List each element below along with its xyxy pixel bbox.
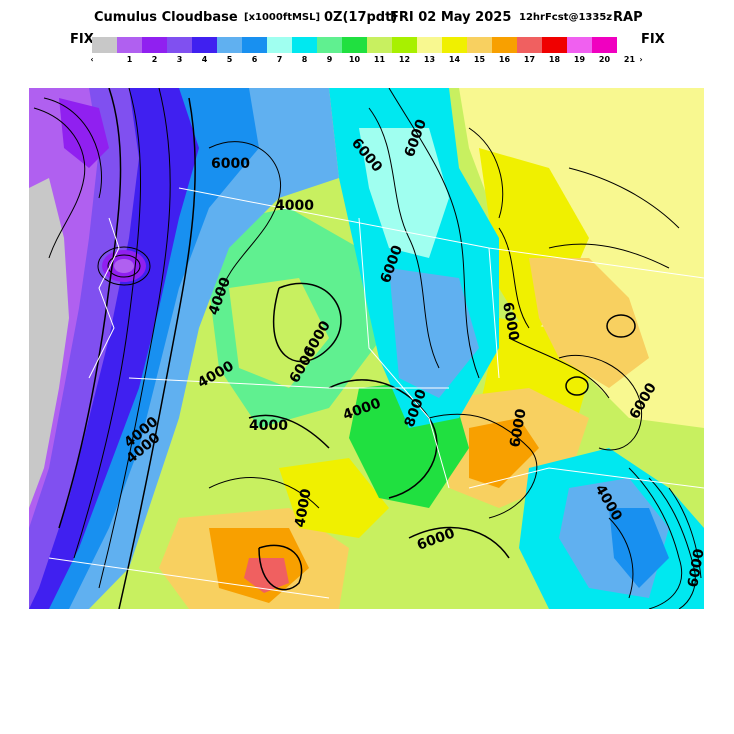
- colorbar-swatch: [417, 37, 442, 53]
- contour-lines: [33, 88, 702, 609]
- region-lime-interior: [229, 278, 329, 388]
- region-grey-ocean: [29, 178, 69, 508]
- colorbar-swatch: [167, 37, 192, 53]
- colorbar-greater-than-icon: ›: [639, 55, 643, 64]
- contour-label: 6000: [685, 547, 704, 588]
- colorbar-swatch: [192, 37, 217, 53]
- colorbar-swatch: [242, 37, 267, 53]
- contour-label: 4000: [275, 198, 314, 214]
- colorbar-tick-label: 11: [373, 55, 386, 64]
- cloudbase-map: 6000 6000 6000 4000 4000 4000 6000 6000 …: [29, 88, 704, 609]
- title-valid-date: FRI 02 May 2025: [390, 10, 512, 25]
- region-orange-core: [469, 418, 539, 488]
- colorbar-tick-label: 15: [473, 55, 486, 64]
- colorbar-tick-label: 8: [301, 55, 308, 64]
- chart-title: Cumulus Cloudbase [x1000ftMSL] 0Z(17pdt)…: [0, 8, 734, 28]
- title-main: Cumulus Cloudbase: [94, 10, 238, 25]
- region-red-sw: [244, 558, 289, 593]
- colorbar-tick-label: 10: [348, 55, 361, 64]
- contour-label: 6000: [507, 407, 530, 448]
- colorbar-swatch: [442, 37, 467, 53]
- colorbar-swatch: [117, 37, 142, 53]
- colorbar-tick-label: 19: [573, 55, 586, 64]
- contour-label: 4000: [292, 487, 315, 528]
- colorbar-swatch: [567, 37, 592, 53]
- region-cyan-light: [359, 128, 449, 258]
- colorbar-swatch: [492, 37, 517, 53]
- colorbar-tick-label: 14: [448, 55, 461, 64]
- colorbar-tick-label: 2: [151, 55, 158, 64]
- colorbar-tick-label: 5: [226, 55, 233, 64]
- contour-label: 6000: [211, 156, 250, 172]
- region-purple-low-core: [114, 259, 134, 273]
- colorbar-tick-label: 6: [251, 55, 258, 64]
- colorbar-swatch: [92, 37, 117, 53]
- colorbar-tick-label: 18: [548, 55, 561, 64]
- colorbar-swatch: [367, 37, 392, 53]
- colorbar-swatch: [517, 37, 542, 53]
- colorbar-tick-label: 20: [598, 55, 611, 64]
- colorbar-tick-label: 9: [326, 55, 333, 64]
- region-purple-nw: [59, 98, 109, 168]
- colorbar-tick-label: 16: [498, 55, 511, 64]
- colorbar-tick-label: 3: [176, 55, 183, 64]
- title-run-time: 0Z(17pdt): [324, 10, 398, 25]
- colorbar-swatch: [317, 37, 342, 53]
- colorbar-swatch: [542, 37, 567, 53]
- colorbar-tick-label: 17: [523, 55, 536, 64]
- colorbar-tick-label: 21: [623, 55, 636, 64]
- region-orange-east: [529, 258, 649, 388]
- colorbar-tick-label: 7: [276, 55, 283, 64]
- colorbar-tick-label: 13: [423, 55, 436, 64]
- colorbar: [92, 37, 617, 53]
- state-borders: [48, 187, 704, 599]
- region-yellow-sw: [279, 458, 389, 538]
- colorbar-swatch: [342, 37, 367, 53]
- colorbar-swatch: [292, 37, 317, 53]
- title-units: [x1000ftMSL]: [244, 12, 321, 23]
- colorbar-tick-label: 12: [398, 55, 411, 64]
- title-forecast-hour: 12hrFcst@1335z: [519, 12, 613, 23]
- colorbar-swatch: [267, 37, 292, 53]
- colorbar-fix-right: FIX: [641, 32, 665, 47]
- colorbar-swatch: [217, 37, 242, 53]
- title-model: RAP: [613, 10, 643, 25]
- colorbar-ticks: ‹ › 1 2 3 4 5 6 7 8 9 10 11 12 13 14 15 16 17 18 19 20 21: [80, 55, 650, 65]
- contour-label: 4000: [249, 418, 288, 434]
- colorbar-fix-left: FIX: [70, 32, 94, 47]
- colorbar-tick-label: 1: [126, 55, 133, 64]
- colorbar-less-than-icon: ‹: [90, 55, 94, 64]
- region-blue-corridor: [389, 268, 479, 398]
- colorbar-swatch: [467, 37, 492, 53]
- colorbar-swatch: [392, 37, 417, 53]
- colorbar-tick-label: 4: [201, 55, 208, 64]
- colorbar-swatch: [592, 37, 617, 53]
- colorbar-swatch: [142, 37, 167, 53]
- map-canvas: 6000 6000 6000 4000 4000 4000 6000 6000 …: [29, 88, 704, 609]
- region-blue-se-core: [609, 508, 669, 588]
- contour-label: 6000: [499, 301, 522, 342]
